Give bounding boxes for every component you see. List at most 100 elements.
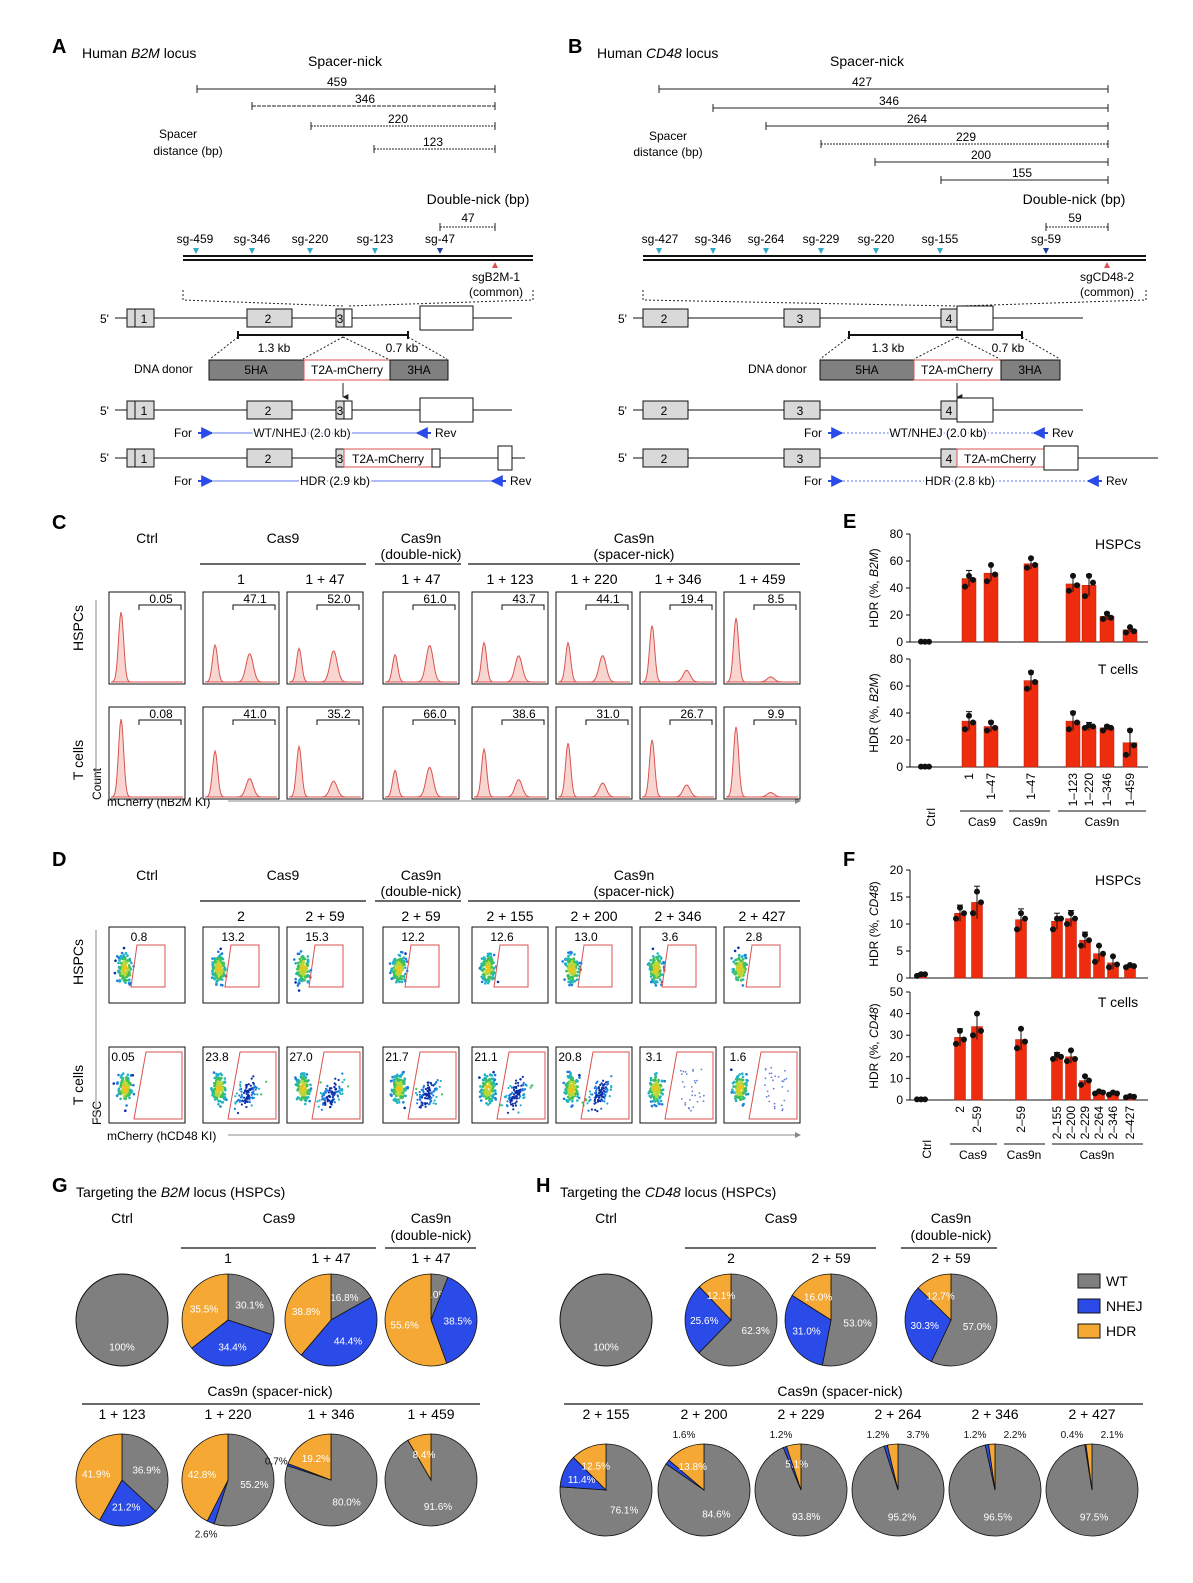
pie-title: Targeting the B2M locus (HSPCs) (76, 1184, 285, 1200)
gate-percent: 8.5 (768, 592, 785, 606)
gate-percent: 19.4 (680, 592, 704, 606)
x-tick-label: 1–123 (1066, 773, 1080, 807)
svg-text:HDR (2.8 kb): HDR (2.8 kb) (925, 474, 995, 488)
data-point (1127, 727, 1133, 734)
spacer-nick-label: Spacer-nick (308, 53, 383, 69)
data-point (953, 915, 959, 922)
data-point (922, 1096, 928, 1103)
svg-text:59: 59 (1068, 211, 1082, 225)
data-point (1100, 1089, 1106, 1096)
histogram: 35.2 (286, 706, 364, 800)
pie-G-0: 100% (75, 1273, 169, 1367)
histogram: 47.1 (202, 591, 280, 685)
x-tick-label: 1 (962, 773, 976, 780)
spacer-value: 459 (327, 75, 347, 89)
pie-G-5: 1 + 220 55.2% 2.6% 42.8% (181, 1406, 275, 1541)
panel-letter: C (52, 512, 66, 534)
svg-text:5': 5' (618, 404, 627, 418)
pie-label: 1 + 220 (204, 1406, 251, 1422)
data-point (1024, 564, 1030, 571)
svg-text:Ctrl: Ctrl (924, 808, 938, 827)
svg-text:Cas9n: Cas9n (1007, 1148, 1042, 1162)
pie-percent: 21.2% (112, 1502, 140, 1513)
svg-text:2: 2 (265, 312, 272, 326)
pie-percent: 80.0% (332, 1498, 360, 1509)
y-tick-label: 20 (890, 1050, 904, 1064)
y-tick-label: 0 (896, 971, 903, 985)
pie-label: 2 + 59 (931, 1250, 971, 1266)
pie-percent: 35.5% (190, 1304, 218, 1315)
pie-label: 2 + 200 (680, 1406, 727, 1422)
pie-percent: 1.2% (867, 1430, 890, 1441)
pie-H-9: 2 + 427 97.5% 0.4% 2.1% (1045, 1406, 1139, 1537)
x-tick-label: 2–59 (970, 1106, 984, 1133)
histogram: 9.9 (723, 706, 801, 800)
pie-H-0: 100% (559, 1273, 653, 1367)
svg-text:sgCD48-2: sgCD48-2 (1080, 270, 1134, 284)
histogram: 61.0 (382, 591, 460, 685)
x-tick-label: 2–427 (1123, 1106, 1137, 1140)
svg-text:sg-220: sg-220 (858, 232, 895, 246)
svg-text:T2A-mCherry: T2A-mCherry (964, 452, 1036, 466)
data-point (1131, 1093, 1137, 1100)
pie-slice-hdr (886, 1443, 899, 1491)
svg-text:Cas9n: Cas9n (1085, 815, 1120, 829)
gate-percent: 12.2 (401, 930, 425, 944)
x-tick-label: 2–229 (1078, 1106, 1092, 1140)
svg-text:HDR (2.9 kb): HDR (2.9 kb) (300, 474, 370, 488)
histogram: 0.08 (108, 706, 186, 800)
data-point (1068, 910, 1074, 917)
panel-g: G Targeting the B2M locus (HSPCs) Ctrl C… (52, 1175, 480, 1405)
pie-percent: 38.8% (292, 1307, 320, 1318)
data-point (1018, 910, 1024, 917)
panel-f-xaxis: Ctrl Cas9 Cas9n Cas9n (920, 1140, 1143, 1162)
histogram-curve (204, 749, 277, 798)
chart-title: T cells (1098, 661, 1138, 677)
svg-text:Ctrl: Ctrl (136, 867, 158, 883)
pie-slice-hdr (698, 1273, 732, 1322)
gate-percent: 3.1 (646, 1050, 663, 1064)
condition-label: 2 + 346 (654, 908, 701, 924)
svg-text:5': 5' (618, 312, 627, 326)
chart-title: HSPCs (1095, 536, 1141, 552)
pie-slice-hdr (988, 1443, 996, 1491)
spacer-distance-lines: 459 346 220 123 (196, 75, 496, 153)
pie-label: 2 (727, 1250, 735, 1266)
nick-triangle (1043, 248, 1049, 254)
pie-slice-nhej (430, 1276, 478, 1364)
histogram-curve (385, 766, 457, 798)
histogram: 19.4 (639, 591, 717, 685)
pie-percent: 3.7% (907, 1430, 930, 1441)
svg-text:0.7 kb: 0.7 kb (386, 341, 419, 355)
condition-label: 2 + 59 (401, 908, 441, 924)
pie-percent: 96.5% (984, 1513, 1012, 1524)
gate-percent: 1.6 (730, 1050, 747, 1064)
svg-text:229: 229 (956, 130, 976, 144)
dotplot-grid: 0.8 13.2 15.3 12.2 12.6 13.0 3.6 2.8 0.05 23.8 27.… (108, 926, 801, 1124)
bar (1065, 918, 1077, 979)
svg-text:Count: Count (90, 767, 104, 800)
chart-title: T cells (1098, 994, 1138, 1010)
data-point (984, 578, 990, 585)
pie-slice-nhej (99, 1479, 157, 1527)
svg-text:sg-59: sg-59 (1031, 232, 1061, 246)
sgrna-label: sg-123 (357, 232, 394, 246)
svg-text:Cas9n: Cas9n (401, 867, 441, 883)
condition-label: 2 + 59 (305, 908, 345, 924)
pie-percent: 44.4% (334, 1337, 362, 1348)
legend-swatch-nhej (1077, 1298, 1101, 1314)
pie-percent: 19.2% (302, 1454, 330, 1465)
data-point (962, 726, 968, 733)
histogram-curve (110, 611, 183, 683)
data-point (1106, 964, 1112, 971)
svg-text:3: 3 (797, 404, 804, 418)
panel-title: Human CD48 locus (597, 45, 718, 61)
svg-text:mCherry (hCD48 KI): mCherry (hCD48 KI) (107, 1129, 216, 1143)
y-tick-label: 60 (890, 554, 904, 568)
gate-percent: 15.3 (305, 930, 329, 944)
gate-percent: 3.6 (662, 930, 679, 944)
panel-letter: G (52, 1175, 68, 1197)
dotplot: 12.6 (471, 926, 549, 1004)
panel-title: Human B2M locus (82, 45, 196, 61)
pie-percent: 11.4% (568, 1475, 596, 1486)
